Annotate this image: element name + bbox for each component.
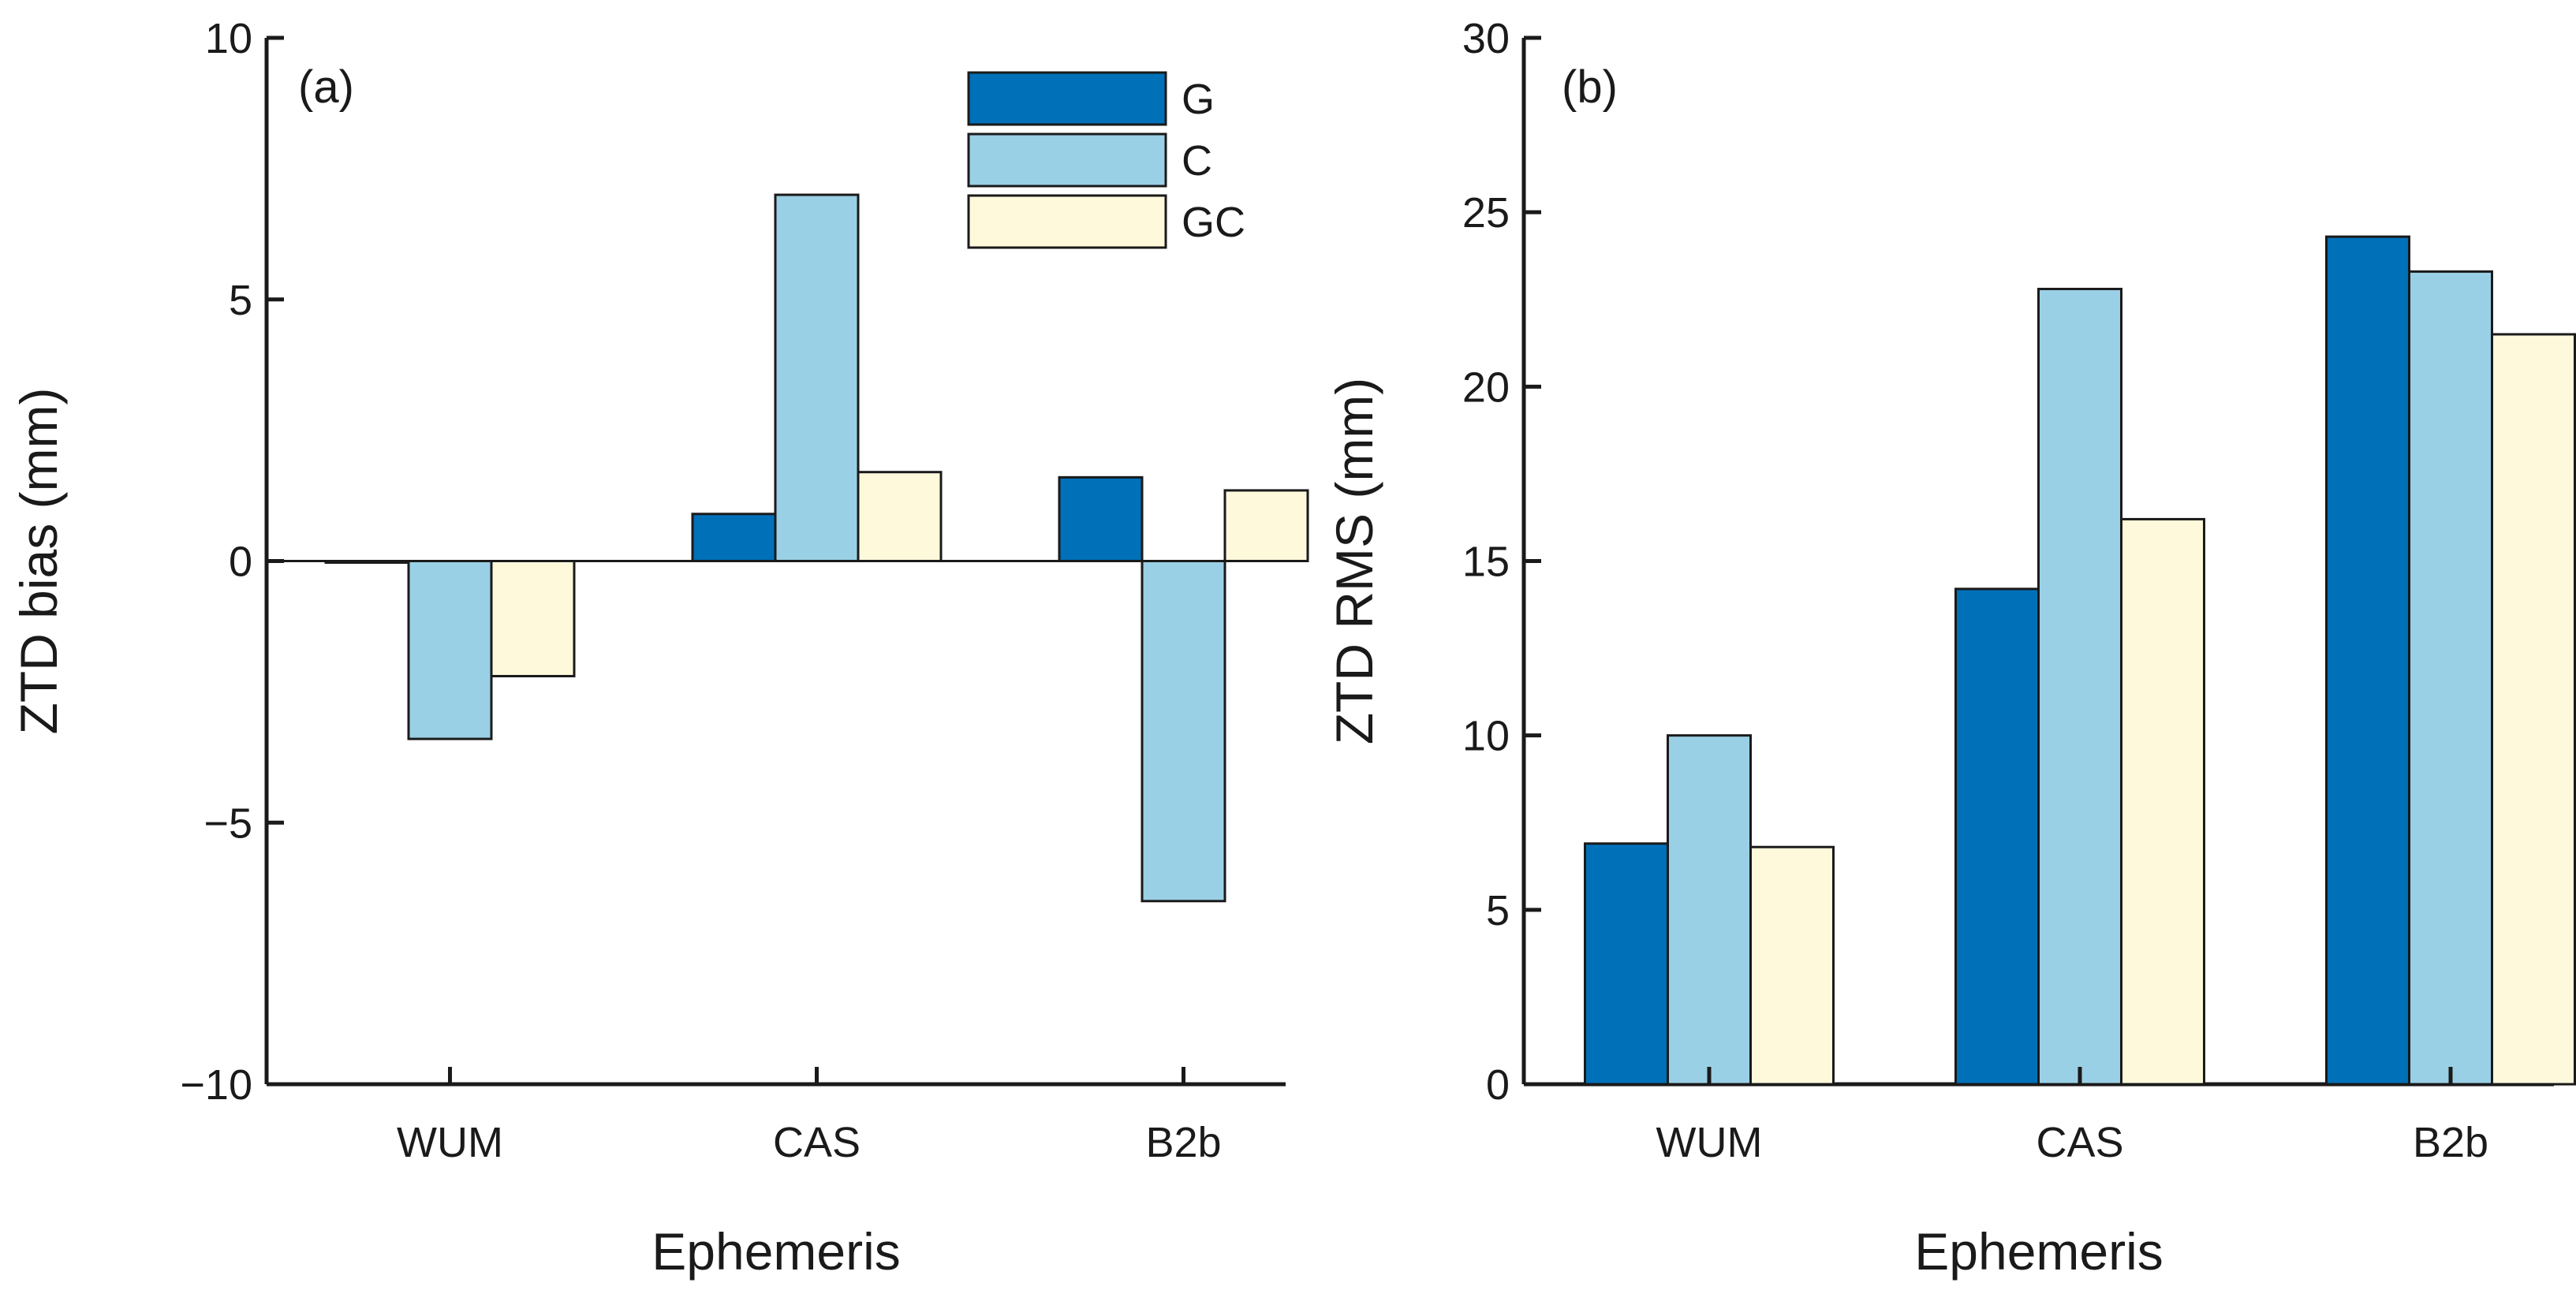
y-axis-title: ZTD RMS (mm)	[1325, 378, 1383, 745]
x-tick-label: CAS	[2036, 1119, 2123, 1166]
x-tick-label: B2b	[2413, 1119, 2488, 1166]
y-tick-label: 30	[1462, 15, 1510, 62]
x-tick-label: WUM	[397, 1119, 503, 1166]
bar-cas-c	[774, 193, 860, 563]
bar-cas-c	[2037, 287, 2122, 1086]
y-tick-label: 5	[1486, 887, 1510, 934]
x-axis-title: Ephemeris	[651, 1222, 900, 1281]
x-tick-label: CAS	[773, 1119, 861, 1166]
legend-swatch-g	[967, 71, 1167, 126]
bar-wum-g	[1584, 842, 1669, 1086]
bar-cas-g	[691, 513, 777, 562]
bar-wum-g	[324, 560, 410, 564]
bar-b2b-c	[2408, 270, 2493, 1086]
legend-swatch-gc	[967, 194, 1167, 249]
bar-cas-gc	[857, 471, 943, 563]
bar-b2b-gc	[2491, 333, 2576, 1086]
legend-label-gc: GC	[1182, 199, 1245, 246]
x-tick-label: B2b	[1145, 1119, 1221, 1166]
bar-cas-g	[1954, 587, 2040, 1086]
y-tick-label: −5	[203, 800, 252, 847]
x-axis-title: Ephemeris	[1914, 1222, 2163, 1281]
y-tick-label: −10	[180, 1061, 252, 1109]
bar-cas-gc	[2120, 517, 2205, 1086]
bar-b2b-c	[1141, 560, 1226, 903]
bar-b2b-g	[2325, 235, 2410, 1086]
bar-b2b-gc	[1223, 489, 1309, 562]
y-tick-label: 10	[205, 15, 252, 62]
bar-wum-gc	[1749, 845, 1835, 1086]
panel-label: (a)	[298, 62, 354, 113]
y-tick-label: 20	[1462, 364, 1510, 411]
x-tick-label: WUM	[1656, 1119, 1763, 1166]
legend-label-c: C	[1182, 137, 1212, 185]
bar-wum-gc	[490, 560, 576, 677]
y-tick-label: 0	[229, 539, 252, 586]
legend-label-g: G	[1182, 76, 1215, 123]
bar-b2b-g	[1058, 475, 1144, 563]
y-tick-label: 10	[1462, 713, 1510, 760]
legend-swatch-c	[967, 132, 1167, 188]
bar-wum-c	[1667, 734, 1752, 1086]
y-tick-label: 5	[229, 277, 252, 324]
y-tick-label: 0	[1486, 1061, 1510, 1109]
bar-wum-c	[407, 560, 493, 740]
y-tick-label: 25	[1462, 189, 1510, 237]
panel-label: (b)	[1562, 62, 1618, 113]
y-axis-title: ZTD bias (mm)	[9, 388, 68, 735]
y-tick-label: 15	[1462, 539, 1510, 586]
